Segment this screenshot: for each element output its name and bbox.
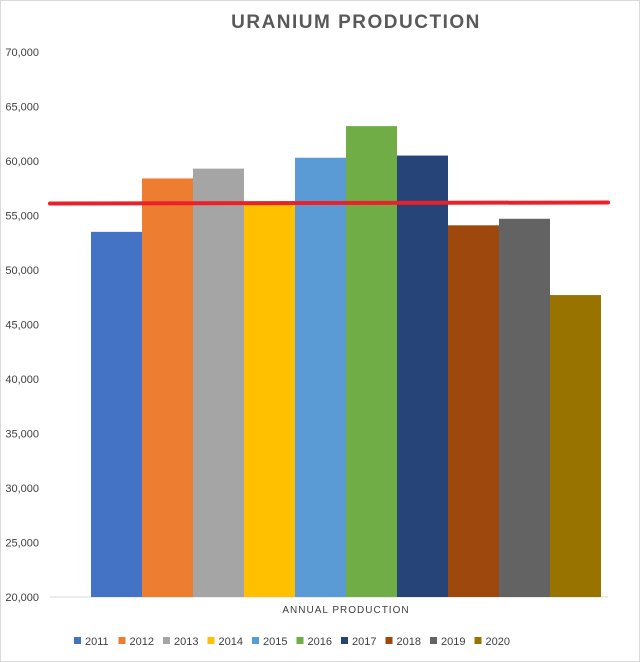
y-tick-label: 35,000 xyxy=(5,429,39,441)
legend-swatch-2014 xyxy=(207,637,215,644)
y-tick-label: 45,000 xyxy=(5,320,39,332)
y-tick-label: 55,000 xyxy=(5,211,39,223)
y-tick-label: 70,000 xyxy=(5,47,39,59)
legend-swatch-2019 xyxy=(430,637,437,644)
legend-swatch-2015 xyxy=(252,637,259,644)
y-tick-label: 20,000 xyxy=(5,592,39,604)
legend-swatch-2018 xyxy=(385,637,393,644)
bar-2018 xyxy=(448,225,499,597)
y-tick-label: 60,000 xyxy=(5,156,39,168)
bar-2012 xyxy=(142,178,193,597)
y-axis-ticks: 20,000 25,000 30,000 35,000 40,000 45,000 50,0… xyxy=(5,47,39,604)
legend-label-2020: 2020 xyxy=(486,636,510,648)
bar-2011 xyxy=(91,231,142,597)
legend-label-2013: 2013 xyxy=(174,636,198,648)
legend-label-2015: 2015 xyxy=(263,636,287,648)
bar-2015 xyxy=(295,157,346,598)
y-tick-label: 30,000 xyxy=(5,483,39,495)
bar-2013 xyxy=(193,168,244,597)
reference-line-group xyxy=(48,200,610,206)
reference-line xyxy=(48,200,610,206)
bar-2020 xyxy=(550,295,601,597)
legend-swatch-2011 xyxy=(74,637,81,644)
legend-label-2011: 2011 xyxy=(85,636,109,648)
bar-2019 xyxy=(499,218,550,597)
y-tick-label: 40,000 xyxy=(5,374,39,386)
legend: 2011 2012 2013 2014 2015 2016 2017 2018 2019 2020 xyxy=(74,636,510,648)
bar-2016 xyxy=(346,126,397,598)
legend-label-2014: 2014 xyxy=(219,636,243,648)
y-tick-label: 50,000 xyxy=(5,265,39,277)
y-tick-label: 25,000 xyxy=(5,538,39,550)
y-tick-label: 65,000 xyxy=(5,102,39,114)
legend-swatch-2020 xyxy=(474,637,482,644)
legend-label-2017: 2017 xyxy=(352,636,376,648)
legend-label-2018: 2018 xyxy=(397,636,421,648)
legend-label-2016: 2016 xyxy=(308,636,332,648)
legend-label-2019: 2019 xyxy=(441,636,465,648)
chart-title: URANIUM PRODUCTION xyxy=(231,12,481,33)
bars xyxy=(91,126,601,598)
legend-label-2012: 2012 xyxy=(130,636,154,648)
legend-swatch-2012 xyxy=(118,637,126,644)
bar-2017 xyxy=(397,155,448,598)
legend-swatch-2013 xyxy=(163,637,170,644)
legend-swatch-2016 xyxy=(296,637,304,644)
bar-2014 xyxy=(244,204,295,597)
legend-swatch-2017 xyxy=(341,637,348,644)
x-axis-label: ANNUAL PRODUCTION xyxy=(282,605,409,616)
